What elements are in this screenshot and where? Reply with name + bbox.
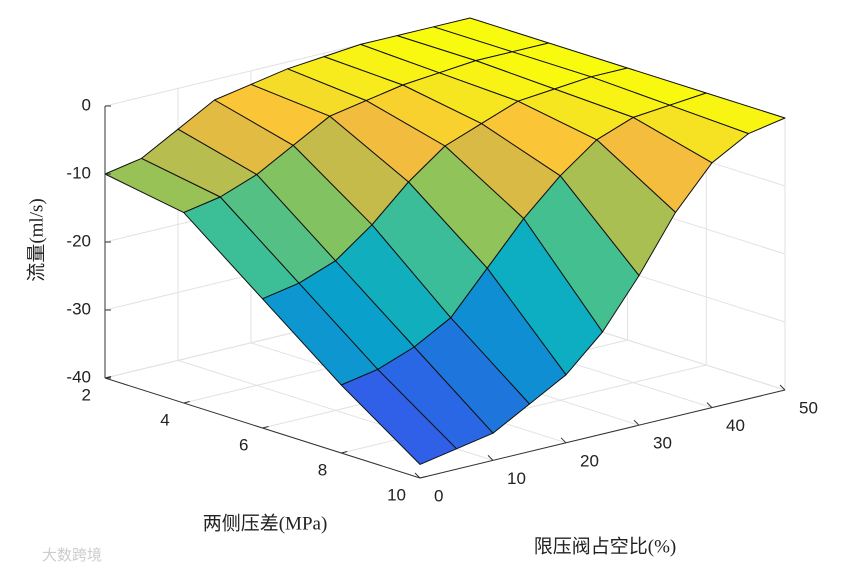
x-tick-label: 6: [239, 435, 248, 454]
y-tick: [706, 402, 713, 408]
x-tick-label: 8: [318, 460, 327, 479]
y-axis-label: 限压阀占空比(%): [534, 535, 676, 557]
x-tick: [262, 426, 269, 429]
z-tick-label: 0: [82, 95, 91, 114]
y-tick-label: 40: [726, 416, 745, 435]
y-tick: [779, 384, 786, 391]
y-tick-label: 20: [580, 451, 599, 470]
x-tick-label: 4: [160, 410, 169, 429]
y-tick: [414, 472, 421, 479]
x-axis-label: 两侧压差(MPa): [203, 512, 328, 534]
x-tick-label: 2: [82, 385, 91, 404]
x-tick: [419, 476, 427, 479]
x-tick: [183, 401, 190, 404]
surface: [104, 17, 786, 465]
z-axis-label: 流量(ml/s): [25, 198, 47, 281]
z-tick-label: -30: [66, 299, 91, 318]
z-tick-label: -10: [66, 163, 91, 182]
y-tick-label: 50: [799, 398, 818, 417]
y-tick: [560, 437, 567, 444]
y-tick-label: 10: [507, 469, 526, 488]
z-tick-label: -20: [66, 231, 91, 250]
y-axis: [419, 389, 786, 479]
y-tick-label: 30: [653, 434, 672, 453]
y-tick: [487, 455, 494, 461]
axes: -40 -30 -20 -10 0 2 4 6 8 10 0 10 20 30 40 50: [66, 95, 818, 505]
z-tick-label: -40: [66, 367, 91, 386]
x-tick-label: 10: [387, 485, 406, 504]
x-tick: [341, 451, 348, 454]
y-tick-label: 0: [434, 486, 443, 505]
y-tick: [633, 419, 640, 426]
surface-patch: [340, 368, 457, 465]
x-tick: [104, 376, 112, 379]
watermark: 大数跨境: [42, 546, 102, 564]
